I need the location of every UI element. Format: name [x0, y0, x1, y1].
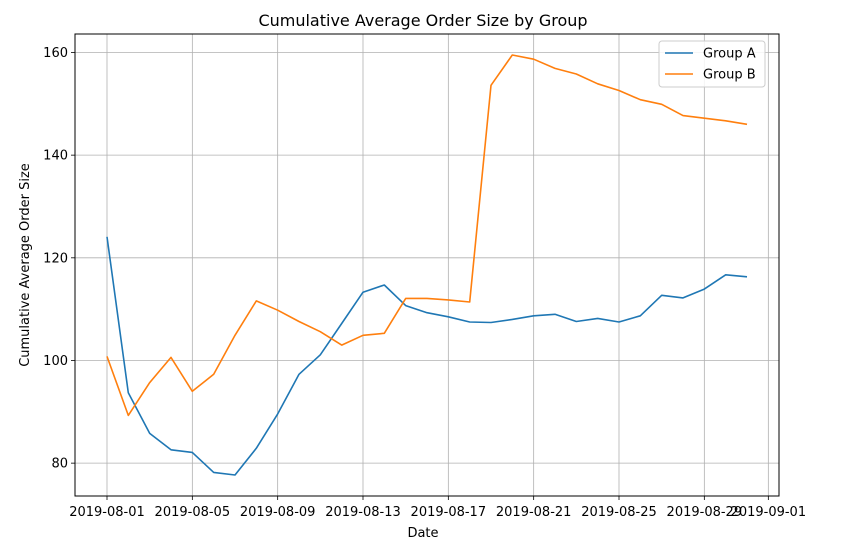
y-tick-label: 120 [43, 251, 68, 266]
x-tick-label: 2019-08-25 [581, 505, 657, 520]
y-tick-label: 160 [43, 46, 68, 61]
x-tick-label: 2019-09-01 [731, 505, 807, 520]
y-tick-label: 80 [51, 457, 68, 472]
y-tick-label: 140 [43, 149, 68, 164]
series-lines [106, 54, 748, 476]
legend: Group A Group B [658, 40, 766, 88]
x-tick-label: 2019-08-21 [496, 505, 572, 520]
x-axis-label: Date [407, 526, 438, 541]
x-tick-label: 2019-08-13 [325, 505, 401, 520]
grid [75, 34, 779, 496]
y-tick-label: 100 [43, 354, 68, 369]
series-line-group-a [106, 236, 748, 476]
chart-title: Cumulative Average Order Size by Group [258, 11, 587, 30]
x-tick-label: 2019-08-29 [667, 505, 743, 520]
x-tick-label: 2019-08-17 [411, 505, 487, 520]
plot-frame [74, 33, 780, 497]
y-axis-label: Cumulative Average Order Size [18, 163, 33, 367]
x-tick-label: 2019-08-05 [155, 505, 231, 520]
x-tick-label: 2019-08-01 [69, 505, 145, 520]
series-line-group-b [106, 54, 748, 417]
x-tick-label: 2019-08-09 [240, 505, 316, 520]
legend-label: Group B [703, 68, 756, 83]
legend-label: Group A [703, 47, 756, 62]
x-axis-ticks: 2019-08-01 2019-08-05 2019-08-09 2019-08-13… [69, 496, 806, 520]
y-axis-ticks: 80 100 120 140 160 [43, 46, 75, 472]
